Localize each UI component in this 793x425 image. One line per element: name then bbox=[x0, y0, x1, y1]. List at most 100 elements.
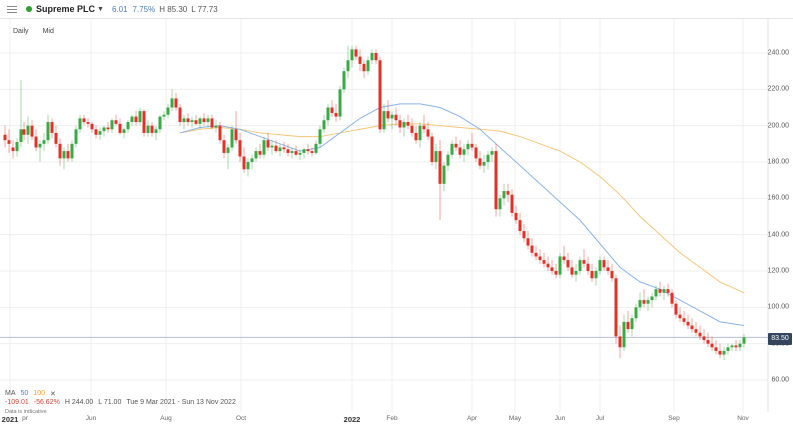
time-tick-label: Jun bbox=[554, 415, 566, 422]
candle-body bbox=[242, 156, 246, 170]
period-change-pct: -56.62% bbox=[33, 399, 60, 406]
candle-body bbox=[642, 300, 646, 304]
day-high: H 85.30 bbox=[159, 4, 188, 14]
candle-body bbox=[714, 347, 718, 351]
candle-body bbox=[98, 131, 102, 135]
candle-body bbox=[518, 220, 522, 232]
candle-body bbox=[154, 129, 158, 133]
candle-body bbox=[494, 151, 498, 210]
candle-body bbox=[326, 107, 330, 121]
candle-body bbox=[586, 263, 590, 272]
candle-body bbox=[294, 151, 298, 155]
chevron-down-icon[interactable]: ▼ bbox=[97, 5, 104, 13]
candle-body bbox=[298, 152, 302, 155]
candle-body bbox=[158, 116, 162, 130]
candle-body bbox=[218, 125, 222, 141]
candle-body bbox=[398, 120, 402, 128]
chart-legend: MA 50 100 ✕ -109.01 -56.62% H 244.00 L 7… bbox=[5, 389, 236, 416]
candle-body bbox=[58, 143, 62, 159]
candle-body bbox=[630, 318, 634, 330]
candle-body bbox=[602, 260, 606, 268]
candlestick-chart[interactable] bbox=[0, 0, 793, 412]
candle-body bbox=[70, 143, 74, 159]
candle-body bbox=[726, 347, 730, 351]
candle-body bbox=[578, 260, 582, 272]
day-low: L 77.73 bbox=[191, 4, 218, 14]
candle-body bbox=[170, 98, 174, 108]
candle-body bbox=[486, 154, 490, 163]
time-tick-label: May bbox=[508, 415, 522, 422]
candle-body bbox=[678, 314, 682, 319]
price-change: 6.01 bbox=[111, 4, 128, 14]
candle-body bbox=[626, 321, 630, 330]
candle-body bbox=[574, 271, 578, 275]
market-status-icon bbox=[26, 6, 32, 12]
candle-body bbox=[522, 231, 526, 239]
candle-body bbox=[510, 194, 514, 213]
ma-label: MA bbox=[5, 390, 16, 397]
price-axis[interactable]: 240.00 220.00 200.00 180.00 160.00 140.00 120.… bbox=[745, 0, 793, 412]
candle-body bbox=[670, 292, 674, 304]
hamburger-menu-icon[interactable] bbox=[7, 5, 17, 13]
candle-body bbox=[66, 151, 70, 159]
candle-body bbox=[338, 89, 342, 117]
price-tick-label: 200.00 bbox=[767, 122, 789, 130]
candle-body bbox=[534, 252, 538, 257]
candle-body bbox=[694, 329, 698, 333]
candle-body bbox=[322, 120, 326, 130]
candle-body bbox=[234, 129, 238, 141]
time-axis[interactable]: 2021 pr Jun Aug Oct 2022 Feb Apr May Jun Jul Sep Nov bbox=[0, 412, 793, 425]
candle-body bbox=[498, 198, 502, 210]
candle-body bbox=[382, 111, 386, 130]
candle-body bbox=[138, 111, 142, 123]
candle-body bbox=[690, 325, 694, 330]
candle-body bbox=[502, 191, 506, 199]
candle-body bbox=[222, 140, 226, 153]
date-range: Tue 9 Mar 2021 - Sun 13 Nov 2022 bbox=[126, 399, 236, 406]
time-tick-label: Apr bbox=[466, 415, 478, 422]
candle-body bbox=[318, 129, 322, 144]
candle-body bbox=[182, 118, 186, 123]
candle-body bbox=[458, 147, 462, 155]
candle-body bbox=[606, 267, 610, 272]
candle-body bbox=[634, 307, 638, 319]
ma50-toggle[interactable]: 50 bbox=[20, 390, 29, 397]
candle-body bbox=[610, 271, 614, 279]
candle-body bbox=[514, 212, 518, 221]
price-tick-label: 160.00 bbox=[767, 194, 789, 202]
candle-body bbox=[106, 127, 110, 130]
candle-body bbox=[114, 120, 118, 124]
candle-body bbox=[530, 245, 534, 253]
candle-body bbox=[438, 151, 442, 184]
candle-body bbox=[266, 140, 270, 148]
candle-body bbox=[50, 122, 54, 133]
candle-body bbox=[546, 263, 550, 268]
candle-body bbox=[702, 336, 706, 341]
ma100-toggle[interactable]: 100 bbox=[33, 390, 45, 397]
interval-selector[interactable]: Daily bbox=[13, 28, 29, 35]
candle-body bbox=[118, 123, 122, 133]
candle-body bbox=[570, 267, 574, 275]
time-tick-label: 2022 bbox=[343, 415, 361, 424]
candle-body bbox=[342, 71, 346, 90]
candle-body bbox=[198, 118, 202, 124]
remove-indicator-icon[interactable]: ✕ bbox=[49, 390, 56, 398]
price-tick-label: 140.00 bbox=[767, 231, 789, 239]
instrument-name[interactable]: Supreme PLC bbox=[36, 4, 96, 14]
candle-body bbox=[282, 147, 286, 150]
candle-body bbox=[450, 143, 454, 155]
candle-body bbox=[90, 123, 94, 130]
time-tick-label: Nov bbox=[737, 415, 749, 422]
candle-body bbox=[210, 118, 214, 128]
candle-body bbox=[62, 151, 66, 159]
price-tick-label: 220.00 bbox=[767, 85, 789, 93]
candle-body bbox=[566, 260, 570, 268]
price-type-selector[interactable]: Mid bbox=[42, 28, 54, 35]
candle-body bbox=[46, 122, 50, 141]
candle-body bbox=[558, 256, 562, 275]
candle-body bbox=[262, 140, 266, 155]
candle-body bbox=[654, 289, 658, 297]
candle-body bbox=[370, 53, 374, 61]
candle-body bbox=[15, 142, 19, 152]
candle-body bbox=[346, 60, 350, 72]
